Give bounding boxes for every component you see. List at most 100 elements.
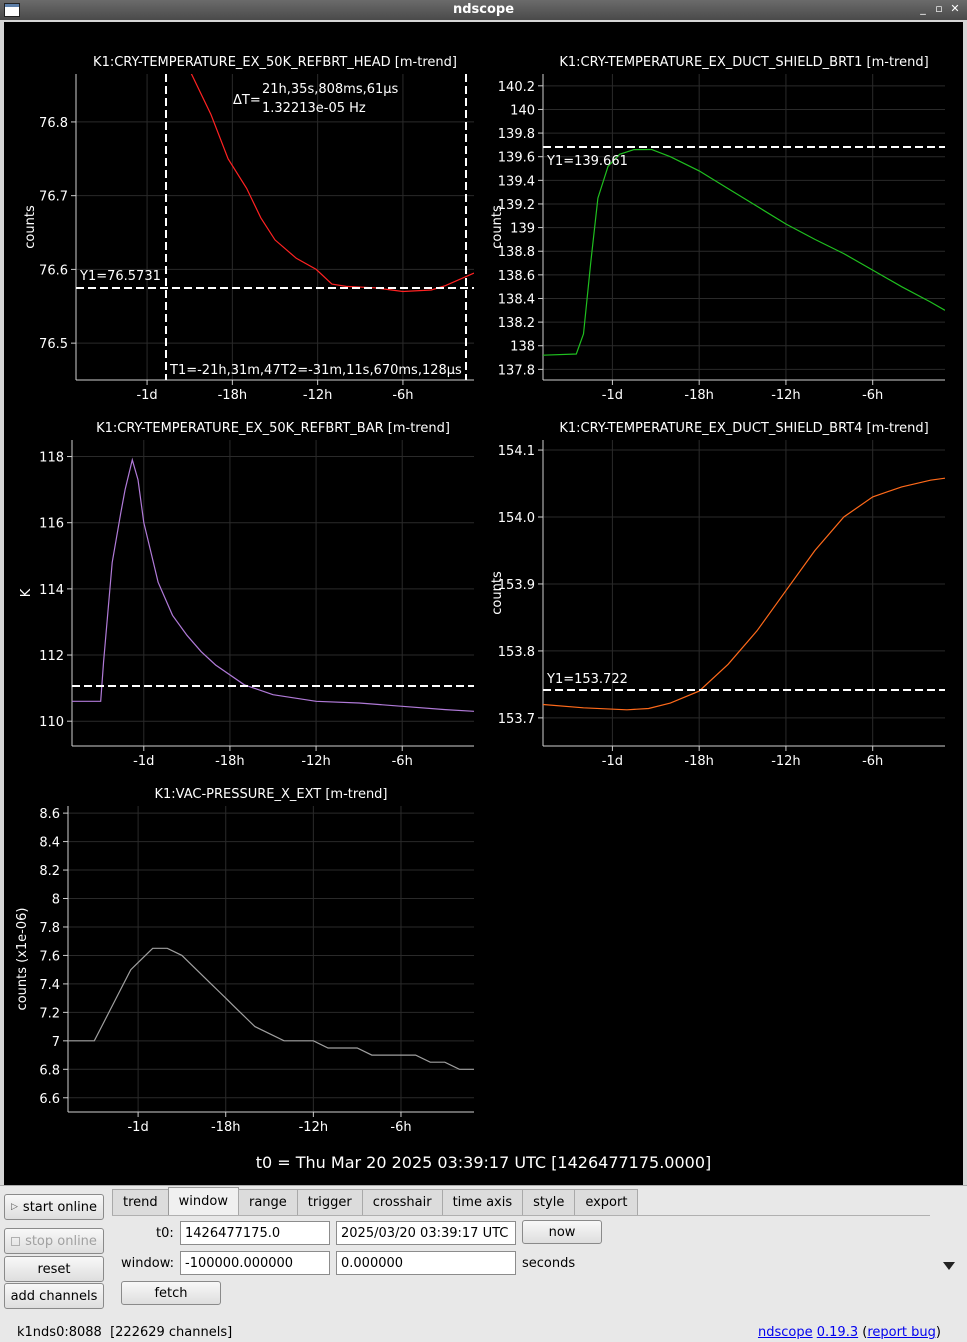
y-tick-label: 8.4 [39,836,60,851]
plot-area[interactable]: K1:CRY-TEMPERATURE_EX_50K_REFBRT_HEAD [m… [4,22,963,1185]
seconds-label: seconds [522,1256,576,1271]
window-start-input[interactable] [180,1251,330,1275]
x-tick-label: -18h [218,388,247,403]
y-tick-label: 110 [39,715,64,730]
x-tick-label: -18h [684,388,713,403]
start-online-button[interactable]: ▷ start online [4,1194,104,1220]
y-tick-label: 7.2 [39,1006,60,1021]
y-tick-label: 118 [39,451,64,466]
y-tick-label: 8.6 [39,807,60,822]
series-line [72,457,474,712]
plot-5[interactable]: K1:VAC-PRESSURE_X_EXT [m-trend] -1d -18h -1… [15,787,474,1135]
version-info: ndscope 0.19.3 (report bug) [757,1325,941,1340]
tab-trend[interactable]: trend [112,1189,169,1215]
y-tick-label: 116 [39,517,64,532]
window-end-input[interactable] [336,1251,516,1275]
plot-2[interactable]: K1:CRY-TEMPERATURE_EX_DUCT_SHIELD_BRT1 [… [490,55,945,403]
series-line [543,148,945,356]
tab-crosshair[interactable]: crosshair [361,1189,443,1215]
x-tick-label: -18h [684,754,713,769]
now-button[interactable]: now [522,1220,602,1244]
y-tick-label: 138.6 [498,269,535,284]
cursor-delta-label: ΔT= [233,93,261,108]
cursor-t1-label: T1=-21h,31m,47 [169,363,281,378]
y-tick-label: 139.8 [498,127,535,142]
window-title: ndscope [452,2,515,17]
y-tick-label: 154.1 [498,444,535,459]
x-tick-label: -18h [215,754,244,769]
series-line [190,74,474,293]
plot-1[interactable]: K1:CRY-TEMPERATURE_EX_50K_REFBRT_HEAD [m… [23,55,474,403]
stop-online-label: stop online [25,1233,97,1249]
plot-4[interactable]: K1:CRY-TEMPERATURE_EX_DUCT_SHIELD_BRT4 [… [490,421,945,769]
x-tick-label: -18h [211,1120,240,1135]
tab-range[interactable]: range [237,1189,298,1215]
y-tick-label: 140 [510,103,535,118]
t0-utc-input[interactable] [336,1221,516,1245]
start-online-label: start online [22,1199,97,1215]
plot-title: K1:CRY-TEMPERATURE_EX_DUCT_SHIELD_BRT1 [… [559,55,928,70]
cursor-delta-time: 21h,35s,808ms,61μs [262,82,399,97]
plots-canvas[interactable]: K1:CRY-TEMPERATURE_EX_50K_REFBRT_HEAD [m… [4,22,963,1185]
x-tick-label: -12h [771,388,800,403]
y-tick-label: 76.5 [39,337,68,352]
y-tick-label: 76.7 [39,190,68,205]
panel-expand-icon[interactable] [943,1262,955,1270]
y-tick-label: 153.7 [498,712,535,727]
y-tick-label: 114 [39,583,64,598]
window-menu-icon[interactable] [4,3,20,17]
x-tick-label: -1d [602,754,623,769]
x-tick-label: -1d [602,388,623,403]
tab-divider [112,1215,930,1216]
x-tick-label: -12h [301,754,330,769]
y-tick-label: 139 [510,222,535,237]
version-link[interactable]: 0.19.3 [816,1325,859,1340]
report-bug-link[interactable]: report bug [867,1325,936,1340]
maximize-icon[interactable]: ▫ [935,2,943,15]
plot-3[interactable]: K1:CRY-TEMPERATURE_EX_50K_REFBRT_BAR [m-… [19,421,474,769]
cursor-delta-freq: 1.32213e-05 Hz [262,101,366,116]
server-address: k1nds0:8088 [17,1325,102,1340]
x-tick-label: -1d [133,754,154,769]
y-tick-label: 138.8 [498,245,535,260]
x-tick-label: -6h [862,754,883,769]
stop-icon [11,1236,21,1246]
y-axis-label: counts [23,205,38,249]
tab-time-axis[interactable]: time axis [441,1189,524,1215]
minimize-icon[interactable]: _ [920,2,926,15]
y-tick-label: 139.6 [498,151,535,166]
y-tick-label: 153.8 [498,645,535,660]
y-tick-label: 137.8 [498,363,535,378]
y-axis-label: counts [490,205,505,249]
tab-export[interactable]: export [574,1189,639,1215]
tab-window[interactable]: window [167,1187,239,1215]
tab-trigger[interactable]: trigger [296,1189,363,1215]
ndscope-link[interactable]: ndscope [757,1325,813,1340]
close-icon[interactable]: ✕ [950,2,960,15]
y-tick-label: 8 [52,893,60,908]
series-line [68,947,474,1070]
plot-title: K1:CRY-TEMPERATURE_EX_DUCT_SHIELD_BRT4 [… [559,421,928,436]
tab-style[interactable]: style [522,1189,576,1215]
y-axis-label: K [19,588,34,597]
y-axis-label: counts (x1e-06) [15,908,30,1011]
x-tick-label: -6h [392,388,413,403]
y-tick-label: 7.4 [39,978,60,993]
y-tick-label: 153.9 [498,578,535,593]
x-tick-label: -12h [299,1120,328,1135]
stop-online-button[interactable]: stop online [4,1228,104,1254]
control-panel: ▷ start online stop online reset add chan… [0,1185,967,1342]
plot-title: K1:VAC-PRESSURE_X_EXT [m-trend] [154,787,387,802]
x-tick-label: -12h [771,754,800,769]
y-tick-label: 138 [510,340,535,355]
fetch-button[interactable]: fetch [121,1281,221,1305]
reset-button[interactable]: reset [4,1256,104,1282]
add-channels-button[interactable]: add channels [4,1283,104,1309]
t0-gps-input[interactable] [180,1221,330,1245]
channel-count: [222629 channels] [110,1325,233,1340]
cursor-y1-label: Y1=76.5731 [79,269,161,284]
y-tick-label: 140.2 [498,80,535,95]
y-tick-label: 138.2 [498,316,535,331]
y-axis-label: counts [490,571,505,615]
tab-bar: trend window range trigger crosshair tim… [112,1187,639,1215]
